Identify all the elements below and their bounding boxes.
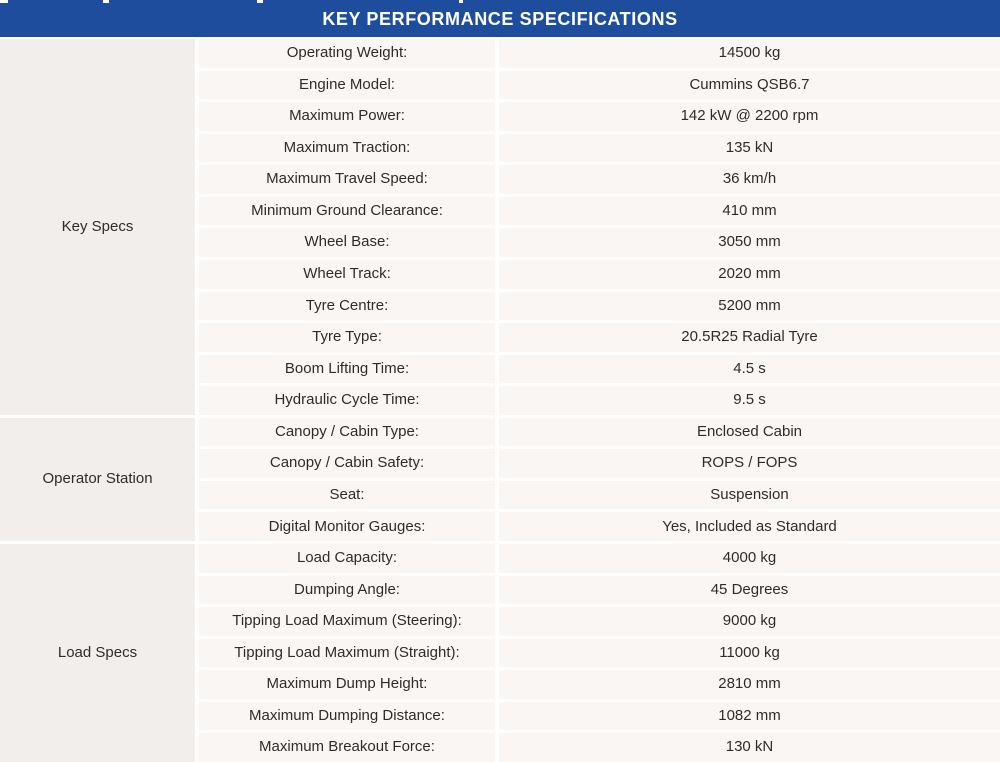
spec-label: Canopy / Cabin Type:: [199, 417, 495, 447]
top-edge-notch: [103, 0, 109, 3]
spec-value: 14500 kg: [499, 39, 1000, 68]
spec-value: 130 kN: [499, 733, 1000, 762]
spec-value: Cummins QSB6.7: [499, 70, 1000, 100]
category-cell: Load Specs: [0, 544, 195, 762]
spec-value: Suspension: [499, 480, 1000, 510]
spec-value: 36 km/h: [499, 165, 1000, 194]
spec-label: Maximum Dumping Distance:: [199, 701, 495, 731]
spec-label: Digital Monitor Gauges:: [199, 512, 495, 542]
spec-label: Minimum Ground Clearance:: [199, 196, 495, 226]
spec-value: 4.5 s: [499, 354, 1000, 384]
category-cell: Key Specs: [0, 39, 195, 415]
spec-value: 9000 kg: [499, 607, 1000, 636]
spec-value: 3050 mm: [499, 228, 1000, 257]
spec-label: Maximum Traction:: [199, 133, 495, 163]
spec-label: Dumping Angle:: [199, 575, 495, 605]
spec-value: 45 Degrees: [499, 575, 1000, 605]
spec-label: Engine Model:: [199, 70, 495, 100]
category-cell: Operator Station: [0, 417, 195, 542]
spec-label: Tyre Type:: [199, 323, 495, 352]
spec-label: Tipping Load Maximum (Steering):: [199, 607, 495, 636]
spec-label: Wheel Base:: [199, 228, 495, 257]
spec-value: 410 mm: [499, 196, 1000, 226]
spec-label: Tyre Centre:: [199, 291, 495, 321]
spec-value: 4000 kg: [499, 544, 1000, 573]
spec-value: Enclosed Cabin: [499, 417, 1000, 447]
table-title: KEY PERFORMANCE SPECIFICATIONS: [322, 8, 678, 29]
spec-value: Yes, Included as Standard: [499, 512, 1000, 542]
spec-value: 5200 mm: [499, 291, 1000, 321]
spec-value: ROPS / FOPS: [499, 449, 1000, 478]
spec-label: Maximum Dump Height:: [199, 670, 495, 699]
top-edge-notch: [257, 0, 263, 3]
spec-value: 2020 mm: [499, 259, 1000, 289]
spec-label: Seat:: [199, 480, 495, 510]
spec-label: Wheel Track:: [199, 259, 495, 289]
spec-value: 9.5 s: [499, 386, 1000, 415]
spec-value: 135 kN: [499, 133, 1000, 163]
spec-value: 20.5R25 Radial Tyre: [499, 323, 1000, 352]
spec-label: Hydraulic Cycle Time:: [199, 386, 495, 415]
spec-table: Key Specs Operating Weight: 14500 kg Engine…: [0, 39, 1000, 762]
spec-value: 142 kW @ 2200 rpm: [499, 102, 1000, 131]
spec-label: Maximum Breakout Force:: [199, 733, 495, 762]
spec-value: 1082 mm: [499, 701, 1000, 731]
spec-label: Maximum Power:: [199, 102, 495, 131]
top-edge-notch: [0, 0, 8, 3]
spec-label: Tipping Load Maximum (Straight):: [199, 638, 495, 668]
spec-value: 2810 mm: [499, 670, 1000, 699]
table-header-bar: KEY PERFORMANCE SPECIFICATIONS: [0, 0, 1000, 37]
spec-label: Boom Lifting Time:: [199, 354, 495, 384]
spec-label: Maximum Travel Speed:: [199, 165, 495, 194]
spec-label: Canopy / Cabin Safety:: [199, 449, 495, 478]
top-edge-notch: [459, 0, 463, 3]
spec-label: Load Capacity:: [199, 544, 495, 573]
spec-value: 11000 kg: [499, 638, 1000, 668]
spec-label: Operating Weight:: [199, 39, 495, 68]
